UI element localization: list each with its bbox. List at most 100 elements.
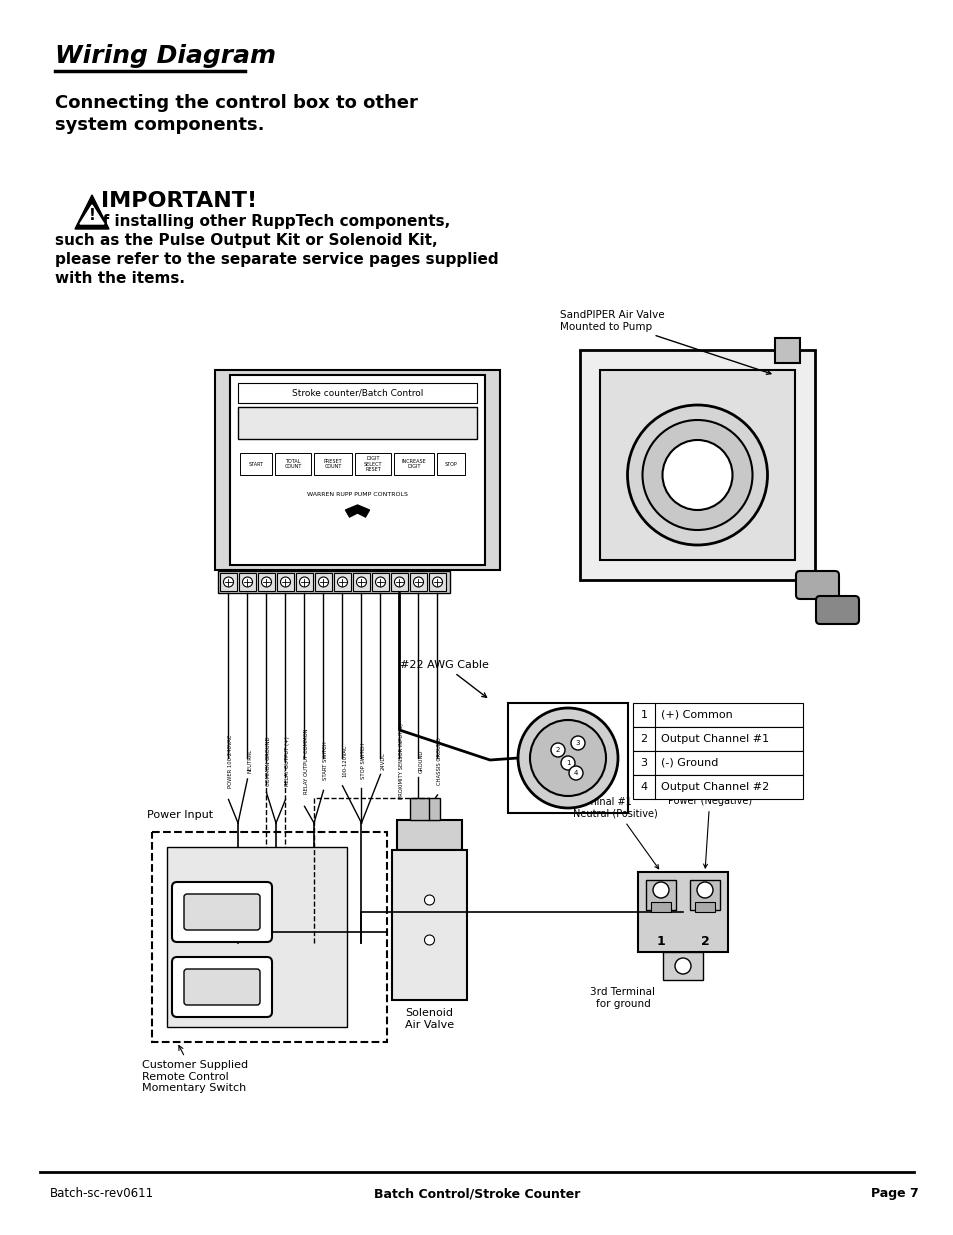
Text: Connecting the control box to other: Connecting the control box to other [55, 94, 417, 112]
Bar [167, 847, 347, 1028]
Text: START SWITCH: START SWITCH [323, 742, 328, 781]
Text: Batch Control/Stroke Counter: Batch Control/Stroke Counter [374, 1188, 579, 1200]
Text: INCREASE
DIGIT: INCREASE DIGIT [401, 458, 426, 469]
Text: GROUND: GROUND [418, 750, 423, 773]
Bar [257, 573, 274, 592]
Bar [230, 375, 484, 564]
Bar [633, 751, 802, 776]
Polygon shape [345, 505, 369, 517]
Text: 1: 1 [656, 935, 664, 948]
Circle shape [551, 743, 564, 757]
Circle shape [652, 882, 668, 898]
Bar [410, 573, 427, 592]
Bar [372, 573, 389, 592]
Bar [394, 453, 434, 475]
FancyBboxPatch shape [795, 571, 838, 599]
Circle shape [530, 720, 605, 797]
FancyBboxPatch shape [579, 350, 814, 580]
Circle shape [432, 577, 442, 587]
Text: Batch-sc-rev0611: Batch-sc-rev0611 [50, 1188, 154, 1200]
Text: STOP SWITCH: STOP SWITCH [361, 743, 366, 779]
FancyBboxPatch shape [599, 370, 794, 559]
Bar [633, 727, 802, 751]
Bar [650, 902, 670, 911]
Text: 2: 2 [639, 734, 647, 743]
Bar [240, 453, 272, 475]
Bar [218, 571, 450, 593]
Bar [237, 383, 476, 403]
Bar [220, 573, 236, 592]
Text: If installing other RuppTech components,: If installing other RuppTech components, [55, 214, 450, 228]
Circle shape [568, 766, 582, 781]
Bar [638, 872, 727, 952]
Polygon shape [75, 195, 109, 228]
Text: COMMON GROUND: COMMON GROUND [266, 736, 272, 785]
Text: RELAY OUTPUT COMMON: RELAY OUTPUT COMMON [304, 729, 309, 794]
Bar [633, 703, 802, 727]
Text: Wiring Diagram: Wiring Diagram [55, 44, 275, 68]
Bar [334, 573, 351, 592]
Text: Terminal #1
Neutral (Positive): Terminal #1 Neutral (Positive) [573, 798, 658, 868]
Text: WARREN RUPP PUMP CONTROLS: WARREN RUPP PUMP CONTROLS [307, 493, 408, 498]
Circle shape [242, 577, 253, 587]
FancyBboxPatch shape [172, 882, 272, 942]
Bar [410, 798, 439, 820]
Bar [645, 881, 676, 910]
FancyBboxPatch shape [815, 597, 858, 624]
Bar [314, 453, 352, 475]
Text: Power Input: Power Input [147, 810, 213, 820]
Bar [276, 573, 294, 592]
Text: 3rd Terminal
for ground: 3rd Terminal for ground [590, 987, 655, 1009]
Text: such as the Pulse Output Kit or Solenoid Kit,: such as the Pulse Output Kit or Solenoid… [55, 233, 437, 248]
Text: 24VDC: 24VDC [380, 752, 385, 769]
Circle shape [299, 577, 309, 587]
Circle shape [661, 440, 732, 510]
Text: STOP: STOP [444, 462, 456, 467]
Text: TOTAL
COUNT: TOTAL COUNT [284, 458, 301, 469]
Circle shape [223, 577, 233, 587]
Bar [507, 703, 627, 813]
Circle shape [375, 577, 385, 587]
Circle shape [280, 577, 291, 587]
Text: RELAY OUTPUT (+): RELAY OUTPUT (+) [285, 736, 291, 785]
Circle shape [675, 958, 690, 974]
Circle shape [424, 935, 434, 945]
Text: (-) Ground: (-) Ground [660, 758, 718, 768]
Text: 2: 2 [556, 747, 559, 753]
Bar [237, 408, 476, 438]
Text: SandPIPER Air Valve
Mounted to Pump: SandPIPER Air Valve Mounted to Pump [559, 310, 770, 374]
Text: Customer Supplied
Remote Control
Momentary Switch: Customer Supplied Remote Control Momenta… [142, 1046, 248, 1093]
Bar [695, 902, 714, 911]
Text: PRESET
COUNT: PRESET COUNT [323, 458, 342, 469]
Text: system components.: system components. [55, 116, 264, 135]
Bar [239, 573, 255, 592]
Text: 4: 4 [639, 782, 647, 792]
Text: Page 7: Page 7 [870, 1188, 918, 1200]
Text: (+) Common: (+) Common [660, 710, 732, 720]
Text: Output Channel #2: Output Channel #2 [660, 782, 768, 792]
Circle shape [356, 577, 366, 587]
Circle shape [413, 577, 423, 587]
Circle shape [261, 577, 272, 587]
Bar [436, 453, 464, 475]
Text: NEUTRAL: NEUTRAL [247, 748, 253, 773]
Text: Solenoid
Air Valve: Solenoid Air Valve [404, 1008, 454, 1030]
Text: PROXIMITY SENSOR INPUT(S): PROXIMITY SENSOR INPUT(S) [399, 722, 404, 799]
Bar [274, 453, 311, 475]
Circle shape [395, 577, 404, 587]
Text: with the items.: with the items. [55, 270, 185, 287]
Circle shape [571, 736, 584, 750]
Circle shape [697, 882, 712, 898]
Text: CHASSIS GROUND: CHASSIS GROUND [437, 737, 442, 785]
Bar [355, 453, 391, 475]
Circle shape [424, 895, 434, 905]
Text: 4: 4 [573, 769, 578, 776]
Bar [295, 573, 313, 592]
Bar [353, 573, 370, 592]
Bar [396, 820, 461, 850]
Text: 1: 1 [565, 760, 570, 766]
Text: 3: 3 [639, 758, 647, 768]
Circle shape [337, 577, 347, 587]
Text: 3: 3 [576, 740, 579, 746]
Text: IMPORTANT!: IMPORTANT! [101, 191, 257, 211]
